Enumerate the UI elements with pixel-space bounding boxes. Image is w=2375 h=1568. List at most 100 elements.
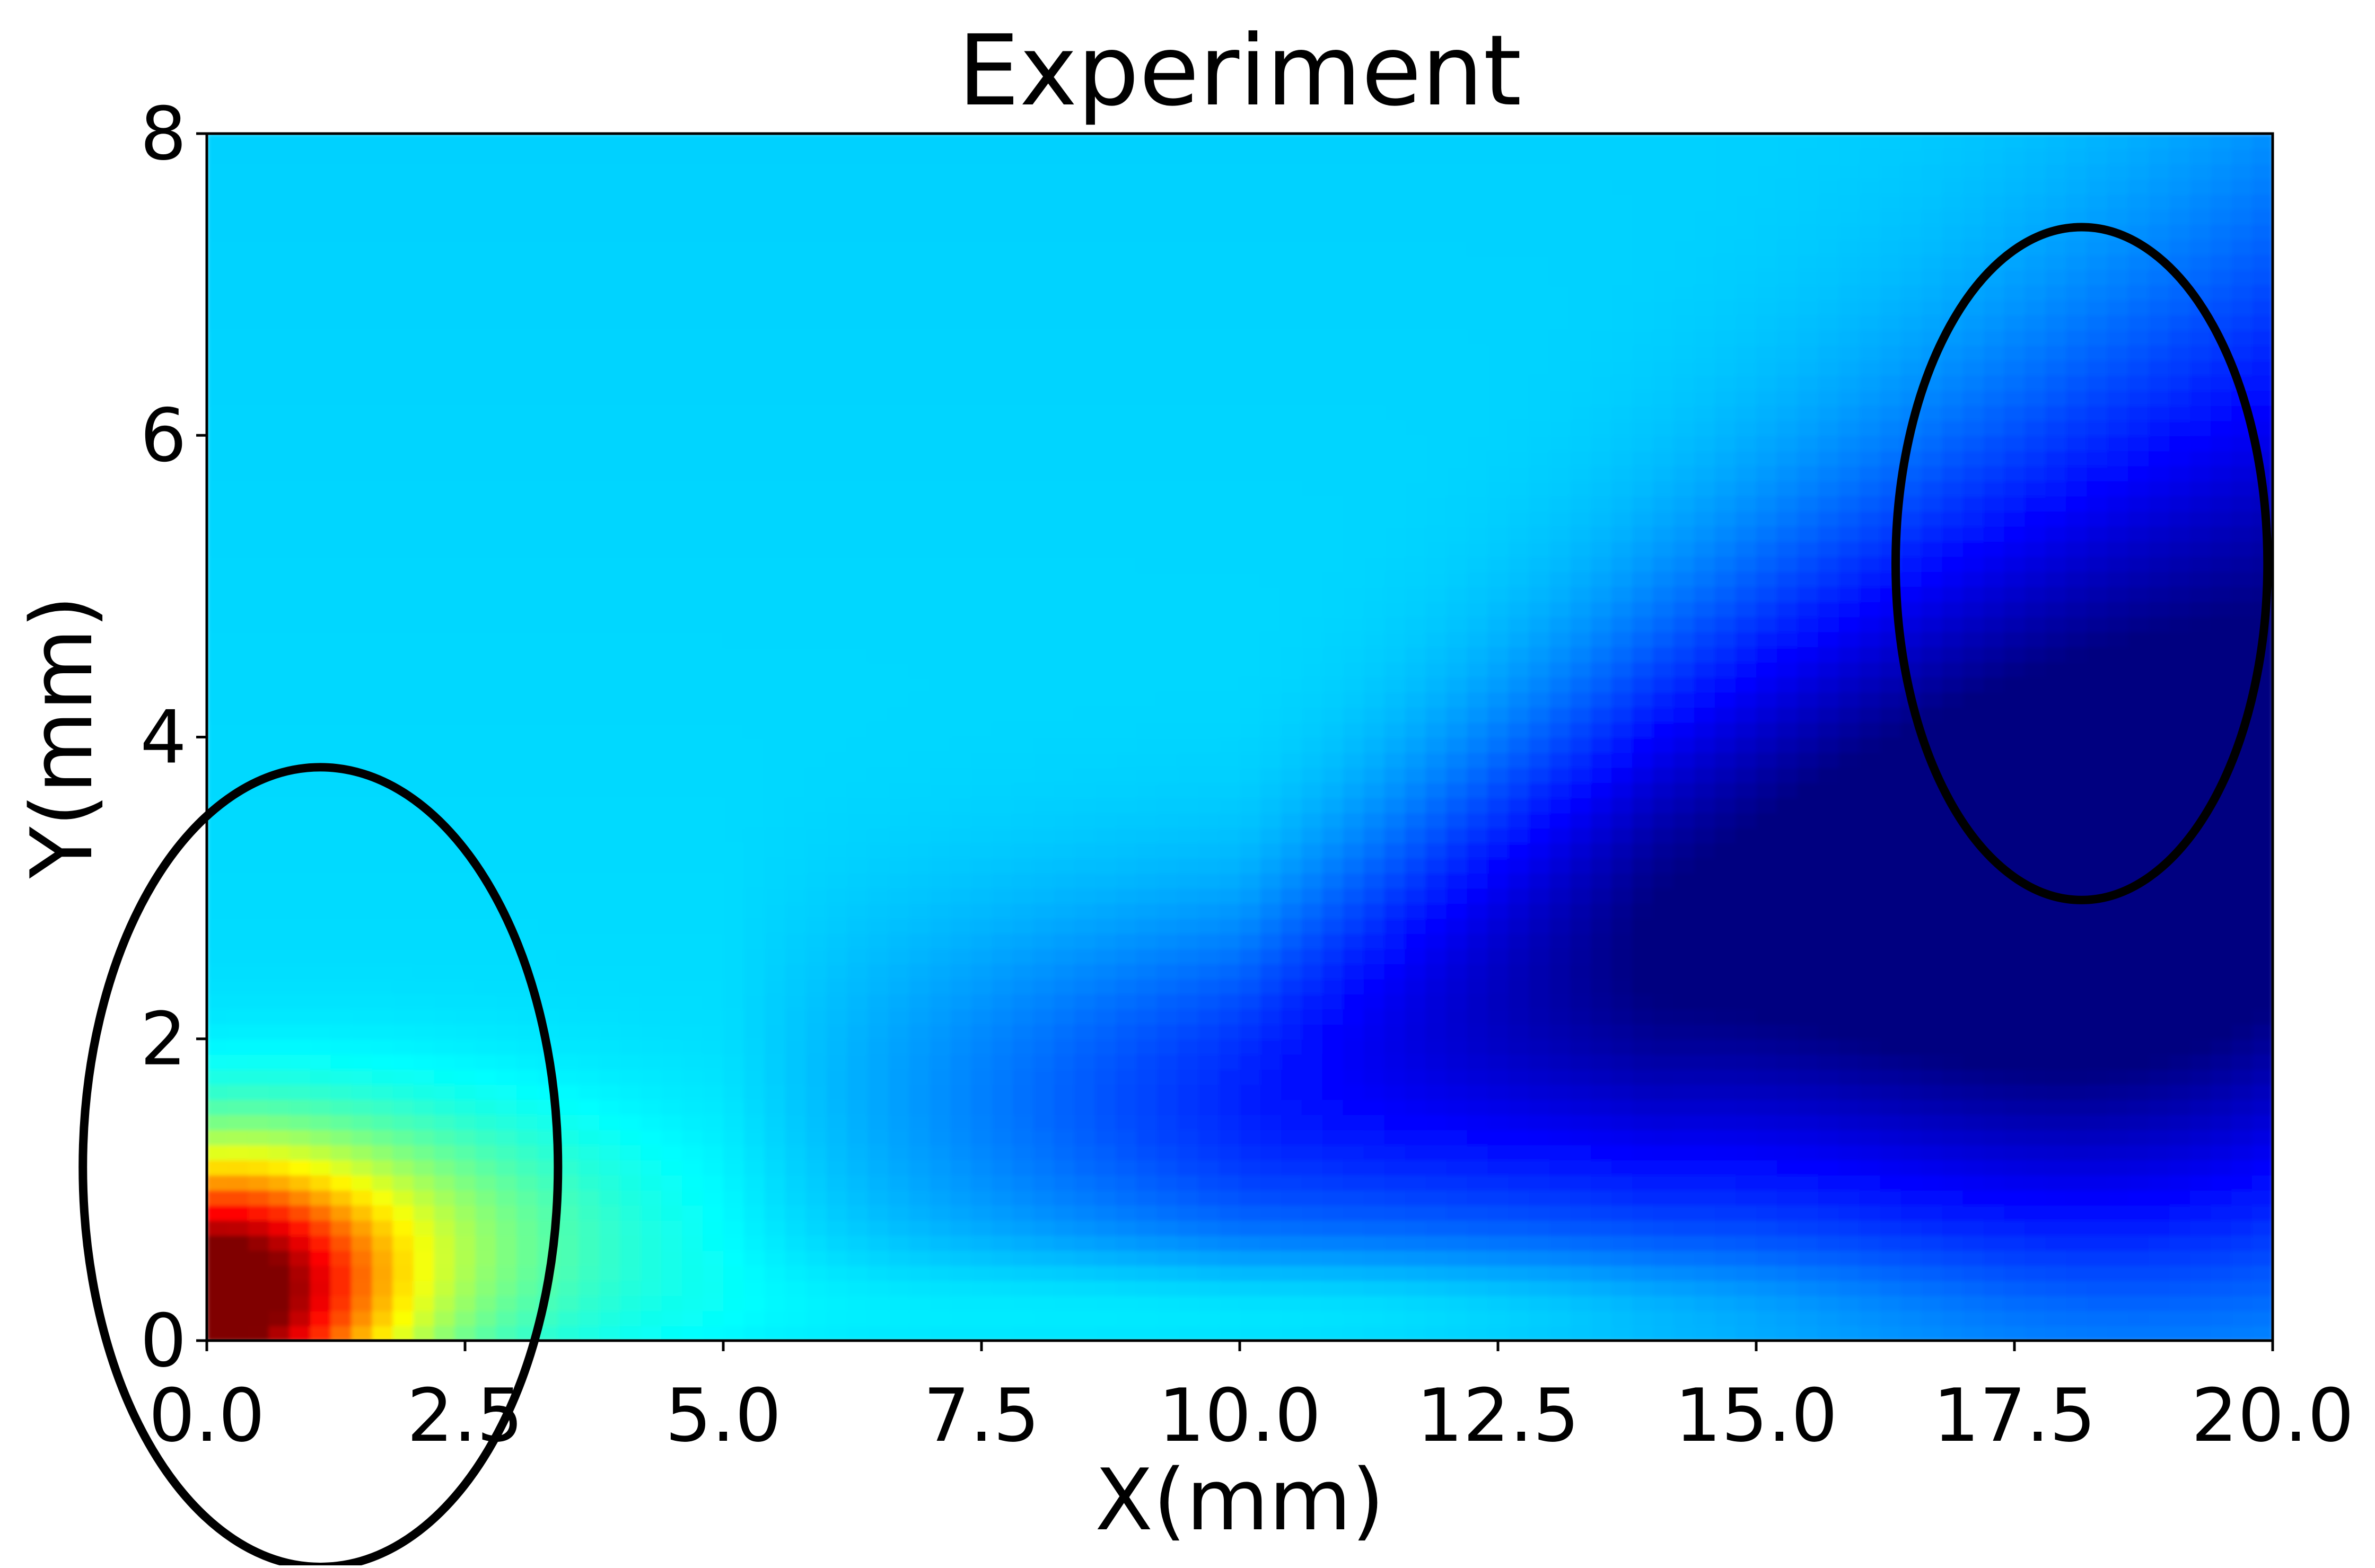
heatmap-cell bbox=[1054, 435, 1075, 452]
heatmap-cell bbox=[1136, 1024, 1158, 1040]
heatmap-cell bbox=[930, 314, 952, 331]
heatmap-cell bbox=[1033, 239, 1055, 256]
heatmap-cell bbox=[434, 842, 456, 859]
heatmap-cell bbox=[723, 631, 745, 648]
heatmap-cell bbox=[413, 1174, 435, 1191]
heatmap-cell bbox=[1054, 420, 1075, 436]
heatmap-cell bbox=[413, 993, 435, 1010]
heatmap-cell bbox=[372, 163, 394, 180]
heatmap-cell bbox=[641, 1295, 662, 1311]
heatmap-cell bbox=[1074, 842, 1096, 859]
heatmap-cell bbox=[434, 993, 456, 1010]
heatmap-cell bbox=[1136, 1159, 1158, 1176]
heatmap-cell bbox=[661, 1220, 683, 1236]
heatmap-cell bbox=[579, 963, 600, 980]
heatmap-cell bbox=[227, 662, 249, 678]
heatmap-cell bbox=[1157, 345, 1179, 361]
heatmap-cell bbox=[330, 193, 353, 210]
heatmap-cell bbox=[805, 1024, 828, 1040]
heatmap-cell bbox=[661, 571, 683, 587]
heatmap-cell bbox=[743, 993, 766, 1010]
heatmap-cell bbox=[950, 1024, 972, 1040]
heatmap-cell bbox=[413, 239, 435, 256]
heatmap-cell bbox=[682, 1114, 704, 1131]
heatmap-cell bbox=[1363, 676, 1386, 693]
heatmap-cell bbox=[641, 601, 662, 618]
heatmap-cell bbox=[248, 134, 270, 149]
heatmap-cell bbox=[289, 239, 311, 256]
heatmap-cell bbox=[1487, 1129, 1509, 1146]
heatmap-cell bbox=[785, 1038, 807, 1055]
heatmap-cell bbox=[268, 888, 291, 904]
heatmap-cell bbox=[579, 254, 600, 270]
heatmap-cell bbox=[682, 1144, 704, 1160]
heatmap-cell bbox=[1198, 1099, 1220, 1115]
heatmap-cell bbox=[1281, 1190, 1303, 1206]
heatmap-cell bbox=[743, 827, 766, 844]
heatmap-cell bbox=[703, 375, 724, 391]
heatmap-cell bbox=[909, 345, 931, 361]
heatmap-cell bbox=[207, 933, 229, 949]
heatmap-cell bbox=[826, 345, 848, 361]
heatmap-cell bbox=[867, 631, 890, 648]
heatmap-cell bbox=[950, 722, 972, 738]
heatmap-cell bbox=[620, 163, 642, 180]
heatmap-cell bbox=[268, 1280, 291, 1297]
heatmap-cell bbox=[579, 496, 600, 512]
heatmap-cell bbox=[1074, 209, 1096, 225]
heatmap-cell bbox=[392, 193, 415, 210]
heatmap-cell bbox=[1178, 209, 1199, 225]
heatmap-cell bbox=[413, 1250, 435, 1266]
heatmap-cell bbox=[496, 209, 518, 225]
heatmap-cell bbox=[1178, 375, 1199, 391]
heatmap-cell bbox=[950, 510, 972, 527]
heatmap-cell bbox=[826, 1054, 848, 1070]
heatmap-cell bbox=[1384, 722, 1406, 738]
heatmap-cell bbox=[764, 858, 786, 874]
heatmap-cell bbox=[1405, 510, 1427, 527]
heatmap-cell bbox=[1157, 1204, 1179, 1221]
heatmap-cell bbox=[1136, 450, 1158, 466]
heatmap-cell bbox=[805, 812, 828, 829]
heatmap-cell bbox=[558, 284, 580, 301]
heatmap-cell bbox=[475, 179, 497, 195]
heatmap-cell bbox=[289, 1325, 311, 1341]
heatmap-cell bbox=[620, 1190, 642, 1206]
heatmap-cell bbox=[1322, 1295, 1344, 1311]
heatmap-cell bbox=[888, 1325, 910, 1341]
heatmap-cell bbox=[950, 1295, 972, 1311]
heatmap-cell bbox=[785, 1280, 807, 1297]
heatmap-cell bbox=[1219, 1310, 1241, 1327]
heatmap-cell bbox=[392, 420, 415, 436]
heatmap-cell bbox=[950, 1265, 972, 1281]
heatmap-cell bbox=[909, 963, 931, 980]
heatmap-cell bbox=[888, 314, 910, 331]
heatmap-cell bbox=[1405, 918, 1427, 935]
heatmap-cell bbox=[537, 330, 559, 346]
heatmap-cell bbox=[1446, 1174, 1468, 1191]
heatmap-cell bbox=[1260, 948, 1282, 964]
heatmap-cell bbox=[1384, 465, 1406, 482]
heatmap-cell bbox=[1467, 873, 1489, 889]
heatmap-cell bbox=[1219, 224, 1241, 240]
heatmap-cell bbox=[599, 134, 621, 149]
heatmap-cell bbox=[826, 1069, 848, 1085]
heatmap-cell bbox=[620, 812, 642, 829]
heatmap-cell bbox=[1384, 1054, 1406, 1070]
heatmap-cell bbox=[1425, 239, 1448, 256]
heatmap-cell bbox=[1157, 224, 1179, 240]
heatmap-cell bbox=[330, 1038, 353, 1055]
heatmap-cell bbox=[620, 420, 642, 436]
heatmap-cell bbox=[1074, 224, 1096, 240]
heatmap-cell bbox=[785, 601, 807, 618]
heatmap-cell bbox=[248, 903, 270, 919]
heatmap-cell bbox=[1425, 722, 1448, 738]
heatmap-cell bbox=[847, 1099, 869, 1115]
heatmap-cell bbox=[971, 948, 993, 964]
heatmap-cell bbox=[723, 179, 745, 195]
heatmap-cell bbox=[641, 284, 662, 301]
heatmap-cell bbox=[1363, 193, 1386, 210]
heatmap-cell bbox=[330, 858, 353, 874]
heatmap-cell bbox=[1301, 1084, 1324, 1100]
heatmap-cell bbox=[1343, 752, 1365, 768]
